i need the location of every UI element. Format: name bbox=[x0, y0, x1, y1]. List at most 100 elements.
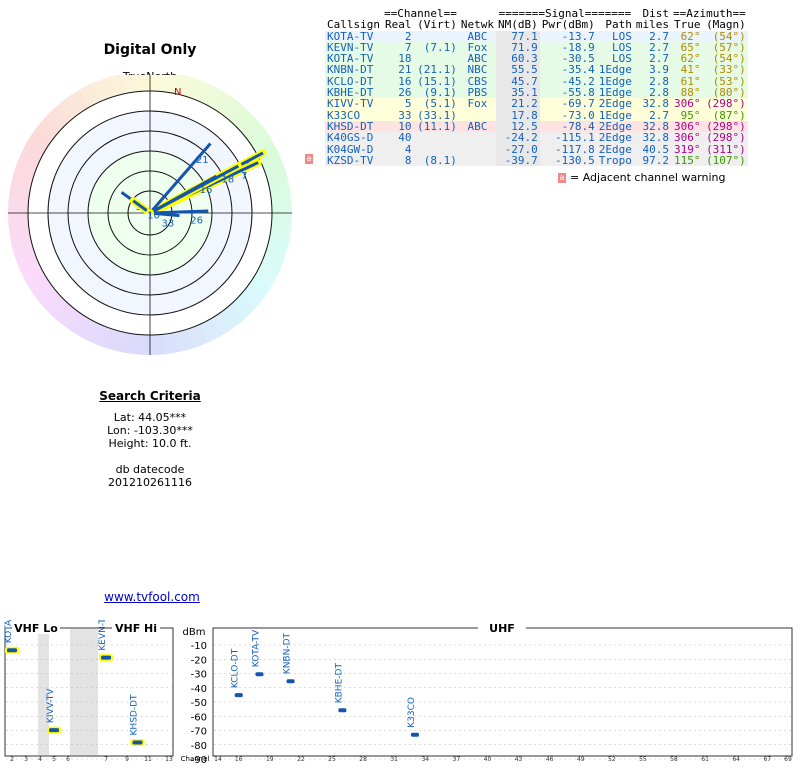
signal-station-label: K33CO bbox=[407, 697, 417, 728]
cell-callsign: K40GS-D bbox=[325, 132, 382, 144]
signal-bar bbox=[410, 732, 419, 737]
radar-ring-segment bbox=[161, 332, 180, 355]
column-header: (Virt) bbox=[417, 18, 457, 32]
cell-true: 88° bbox=[670, 87, 703, 98]
radar-beam-label: 21 bbox=[196, 155, 209, 166]
channel-tick: 55 bbox=[639, 756, 647, 763]
cell-callsign: K33CO bbox=[325, 109, 382, 121]
cell-path: 1Edge bbox=[596, 108, 634, 122]
radar-beam-label: 26 bbox=[190, 215, 203, 226]
channel-tick: 9 bbox=[125, 756, 129, 763]
table-row: K40GS-D 40 -24.2 -115.1 2Edge 32.8 306° (298°) bbox=[325, 131, 748, 145]
cell-netwk: CBS bbox=[458, 75, 496, 87]
cell-virt: (7.1) bbox=[413, 42, 459, 53]
cell-dist: 40.5 bbox=[633, 143, 671, 155]
tvfool-link[interactable]: www.tvfool.com bbox=[104, 590, 200, 604]
radar-ring-segment bbox=[239, 284, 265, 309]
station-table-body: KOTA-TV 2 ABC 77.1 -13.7 LOS 2.7 62° (54°) KEVN-T… bbox=[325, 30, 748, 166]
cell-true: 61° bbox=[670, 75, 703, 87]
cell-real: 21 bbox=[381, 64, 414, 76]
channel-tick: 16 bbox=[235, 756, 243, 763]
cell-path: 2Edge bbox=[596, 131, 634, 145]
channel-tick: 40 bbox=[484, 756, 492, 763]
cell-dist: 2.7 bbox=[633, 42, 671, 53]
signal-bar bbox=[338, 708, 347, 713]
channel-tick: 46 bbox=[546, 756, 554, 763]
cell-callsign: KIVV-TV bbox=[325, 98, 382, 110]
radar-ring-segment bbox=[34, 283, 60, 309]
cell-pwr: -30.5 bbox=[539, 53, 597, 64]
radar-ring-segment bbox=[10, 237, 34, 257]
radar-beam-label: 16 bbox=[200, 185, 213, 196]
cell-true: 41° bbox=[670, 64, 703, 76]
channel-axis-label: Channel bbox=[181, 755, 210, 763]
radar-ring-segment bbox=[210, 311, 234, 337]
cell-netwk: NBC bbox=[458, 64, 496, 76]
dbm-tick-label: -20 bbox=[191, 655, 207, 666]
channel-tick: 64 bbox=[732, 756, 740, 763]
radar-ring-segment bbox=[271, 213, 292, 230]
cell-netwk: ABC bbox=[458, 121, 496, 132]
channel-tick: 5 bbox=[52, 756, 56, 763]
cell-dist: 2.7 bbox=[633, 53, 671, 64]
cell-magn: (298°) bbox=[702, 132, 748, 144]
cell-virt: (33.1) bbox=[413, 109, 459, 121]
cell-nm: 45.7 bbox=[495, 75, 540, 87]
cell-magn: (80°) bbox=[702, 87, 748, 98]
cell-pwr: -69.7 bbox=[539, 98, 597, 110]
column-header: True bbox=[674, 18, 701, 32]
cell-pwr: -78.4 bbox=[539, 121, 597, 132]
channel-tick: 4 bbox=[38, 756, 42, 763]
cell-dist: 2.8 bbox=[633, 87, 671, 98]
vhf-lo-label-bg bbox=[12, 623, 60, 634]
radar-beam bbox=[151, 142, 212, 211]
cell-magn: (87°) bbox=[702, 109, 748, 121]
radar-ring-segment bbox=[8, 182, 31, 201]
cell-pwr: -130.5 bbox=[539, 155, 597, 166]
radar-ring-segment bbox=[248, 129, 274, 153]
cell-netwk bbox=[458, 109, 496, 121]
column-header: Pwr(dBm) bbox=[541, 18, 595, 32]
page-title: Digital Only bbox=[103, 42, 197, 58]
radar-rings bbox=[8, 75, 292, 355]
signal-bar bbox=[234, 693, 243, 698]
cell-pwr: -45.2 bbox=[539, 75, 597, 87]
cell-magn: (57°) bbox=[702, 42, 748, 53]
channel-tick: 31 bbox=[390, 756, 398, 763]
cell-dist: 32.8 bbox=[633, 132, 671, 144]
datecode-value: 201210261116 bbox=[108, 476, 192, 489]
cell-real: 5 bbox=[381, 98, 414, 110]
radar-ring-segment bbox=[44, 106, 70, 132]
channel-tick: 37 bbox=[453, 756, 461, 763]
cell-nm: -27.0 bbox=[495, 143, 540, 155]
cell-callsign: KOTA-TV bbox=[325, 53, 382, 64]
cell-true: 319° bbox=[670, 143, 703, 155]
signal-station-label: KOTA-TV bbox=[251, 629, 261, 667]
signal-group-header: =======Signal======= bbox=[498, 7, 632, 20]
cell-netwk: PBS bbox=[458, 87, 496, 98]
cell-pwr: -18.9 bbox=[539, 42, 597, 53]
cell-nm: 17.8 bbox=[495, 109, 540, 121]
search-criteria: Search Criteria Lat: 44.05*** Lon: -103.… bbox=[60, 390, 240, 490]
longitude-text: Lon: -103.30*** bbox=[107, 424, 193, 437]
channel-tick: 67 bbox=[763, 756, 771, 763]
radar-ring-segment bbox=[54, 97, 80, 123]
spectrum-signals: KOTA-TV KIVV-TV KEVN-TV KHSD-DT KCLO-DT KOTA-… bbox=[4, 620, 419, 746]
radar-beam bbox=[132, 199, 148, 212]
cell-path: LOS bbox=[596, 30, 634, 42]
cell-real: 7 bbox=[381, 42, 414, 53]
dist-group-header: Dist bbox=[642, 7, 669, 20]
cell-virt: (11.1) bbox=[413, 121, 459, 132]
cell-path: 1Edge bbox=[596, 63, 634, 77]
radar-ring-segment bbox=[91, 324, 113, 349]
cell-dist: 2.7 bbox=[633, 109, 671, 121]
cell-callsign: KNBN-DT bbox=[325, 64, 382, 76]
cell-nm: 55.5 bbox=[495, 64, 540, 76]
cell-netwk: Fox bbox=[458, 42, 496, 53]
radar-ring-segment bbox=[211, 90, 235, 115]
table-row: KNBN-DT 21 (21.1) NBC 55.5 -35.4 1Edge 3.9 41° (3… bbox=[325, 63, 748, 77]
table-row: K33CO 33 (33.1) 17.8 -73.0 1Edge 2.7 95° (87°) bbox=[325, 108, 748, 122]
radar-beam bbox=[153, 209, 209, 215]
uhf-label: UHF bbox=[489, 622, 515, 635]
cell-callsign: KOTA-TV bbox=[325, 30, 382, 42]
